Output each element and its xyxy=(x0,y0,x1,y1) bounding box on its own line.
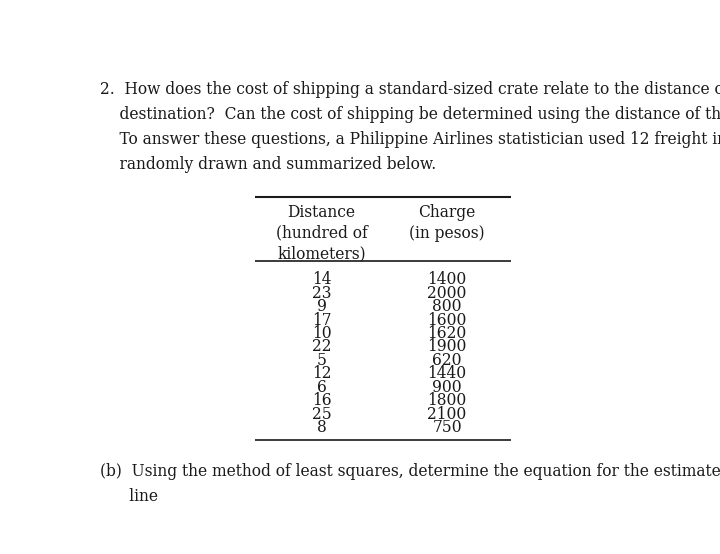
Text: kilometers): kilometers) xyxy=(277,245,366,262)
Text: 2.  How does the cost of shipping a standard-sized crate relate to the distance : 2. How does the cost of shipping a stand… xyxy=(100,81,720,99)
Text: 22: 22 xyxy=(312,338,331,356)
Text: 17: 17 xyxy=(312,311,331,329)
Text: 14: 14 xyxy=(312,271,331,288)
Text: 1900: 1900 xyxy=(428,338,467,356)
Text: 2100: 2100 xyxy=(428,406,467,423)
Text: 1800: 1800 xyxy=(428,392,467,409)
Text: 1620: 1620 xyxy=(428,325,467,342)
Text: To answer these questions, a Philippine Airlines statistician used 12 freight in: To answer these questions, a Philippine … xyxy=(100,131,720,148)
Text: 23: 23 xyxy=(312,285,331,302)
Text: (hundred of: (hundred of xyxy=(276,225,367,242)
Text: (b)  Using the method of least squares, determine the equation for the estimated: (b) Using the method of least squares, d… xyxy=(100,463,720,480)
Text: 5: 5 xyxy=(317,352,327,369)
Text: randomly drawn and summarized below.: randomly drawn and summarized below. xyxy=(100,156,436,173)
Text: line: line xyxy=(100,488,158,505)
Text: 2000: 2000 xyxy=(428,285,467,302)
Text: 25: 25 xyxy=(312,406,331,423)
Text: 750: 750 xyxy=(432,419,462,436)
Text: 1440: 1440 xyxy=(428,365,467,382)
Text: Charge: Charge xyxy=(418,204,476,221)
Text: 9: 9 xyxy=(317,298,326,315)
Text: 620: 620 xyxy=(433,352,462,369)
Text: 12: 12 xyxy=(312,365,331,382)
Text: 1600: 1600 xyxy=(428,311,467,329)
Text: 10: 10 xyxy=(312,325,331,342)
Text: Distance: Distance xyxy=(287,204,356,221)
Text: 900: 900 xyxy=(432,379,462,396)
Text: 800: 800 xyxy=(433,298,462,315)
Text: 6: 6 xyxy=(317,379,326,396)
Text: 16: 16 xyxy=(312,392,331,409)
Text: (in pesos): (in pesos) xyxy=(409,225,485,242)
Text: 1400: 1400 xyxy=(428,271,467,288)
Text: destination?  Can the cost of shipping be determined using the distance of the d: destination? Can the cost of shipping be… xyxy=(100,106,720,123)
Text: 8: 8 xyxy=(317,419,326,436)
